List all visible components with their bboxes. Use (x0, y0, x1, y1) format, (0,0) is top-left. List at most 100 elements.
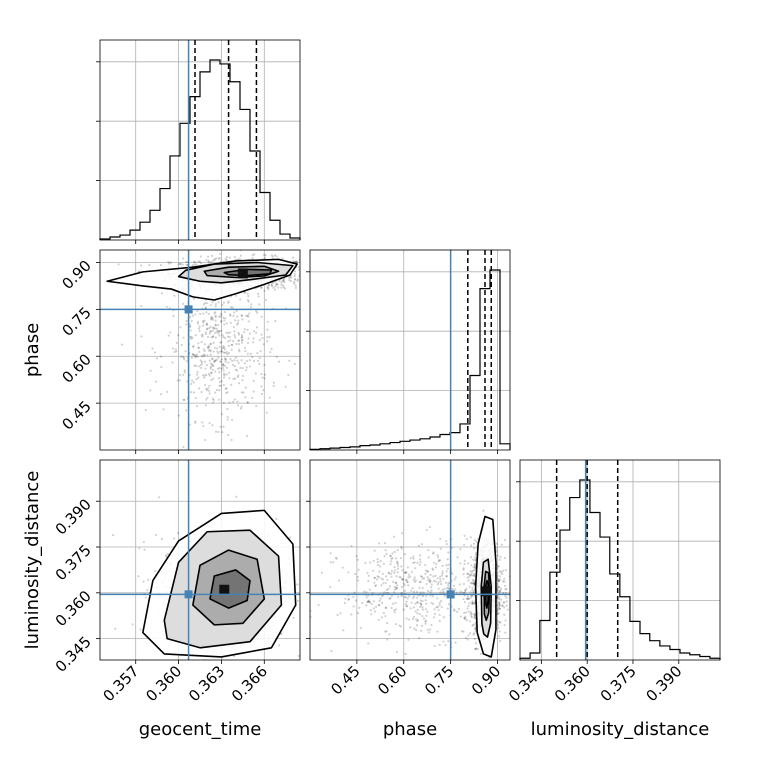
sample-point (301, 270, 303, 272)
sample-point (261, 337, 264, 340)
sample-point (226, 247, 228, 249)
sample-point (215, 388, 218, 392)
sample-point (235, 342, 238, 346)
sample-point (215, 327, 218, 330)
sample-point (469, 556, 473, 559)
sample-point (429, 573, 432, 577)
sample-point (244, 291, 247, 294)
sample-point (267, 286, 270, 289)
sample-point (392, 580, 395, 584)
sample-point (247, 294, 250, 298)
sample-point (209, 315, 213, 319)
sample-point (234, 294, 238, 297)
sample-point (238, 348, 241, 351)
sample-point (416, 608, 419, 611)
sample-point (467, 597, 470, 600)
sample-point (230, 343, 233, 347)
sample-point (434, 566, 438, 569)
sample-point (194, 420, 197, 423)
sample-point (436, 583, 439, 586)
sample-point (502, 601, 505, 604)
sample-point (227, 433, 230, 437)
sample-point (368, 600, 371, 604)
sample-point (400, 545, 403, 549)
sample-point (387, 571, 390, 574)
sample-point (203, 319, 206, 322)
sample-point (385, 552, 388, 555)
sample-point (256, 352, 259, 355)
sample-point (317, 603, 320, 607)
sample-point (144, 408, 147, 412)
sample-point (329, 552, 332, 555)
sample-point (389, 572, 393, 575)
sample-point (205, 311, 208, 314)
sample-point (232, 400, 235, 404)
sample-point (432, 575, 435, 578)
sample-point (275, 282, 278, 286)
sample-point (411, 587, 414, 590)
sample-point (503, 613, 506, 616)
sample-point (214, 430, 218, 433)
contour-level-3 (209, 569, 251, 609)
tick-label-luminosity_distance: 0.375 (52, 541, 95, 584)
sample-point (454, 588, 457, 591)
sample-point (447, 588, 451, 591)
sample-point (376, 578, 379, 581)
sample-point (261, 376, 264, 379)
sample-point (469, 536, 472, 539)
sample-point (220, 413, 223, 416)
sample-point (201, 421, 204, 424)
sample-point (428, 581, 432, 584)
sample-point (241, 374, 245, 377)
sample-point (295, 260, 298, 263)
sample-point (350, 613, 353, 616)
sample-point (394, 581, 397, 584)
sample-point (367, 600, 370, 603)
sample-point (244, 369, 248, 372)
sample-point (206, 335, 210, 339)
sample-point (469, 581, 473, 584)
sample-point (456, 556, 459, 559)
sample-point (206, 255, 210, 258)
sample-point (416, 619, 419, 623)
sample-point (140, 335, 143, 338)
sample-point (463, 617, 466, 620)
sample-point (393, 550, 396, 554)
sample-point (381, 572, 384, 575)
sample-point (439, 578, 442, 581)
sample-point (335, 557, 338, 560)
sample-point (274, 285, 277, 288)
sample-point (194, 355, 197, 359)
sample-point (192, 344, 195, 348)
sample-point (218, 371, 221, 374)
sample-point (238, 350, 241, 353)
sample-point (304, 273, 306, 275)
sample-point (209, 261, 212, 264)
sample-point (234, 368, 237, 371)
sample-point (382, 582, 385, 585)
sample-point (177, 334, 180, 337)
sample-point (379, 597, 382, 600)
sample-point (429, 591, 432, 594)
sample-point (432, 579, 436, 583)
sample-point (200, 360, 203, 363)
sample-point (438, 619, 441, 623)
sample-point (465, 597, 469, 600)
sample-point (465, 537, 468, 541)
sample-point (440, 599, 443, 603)
sample-point (236, 315, 239, 318)
sample-point (218, 398, 221, 401)
panel-phase-vs-phase (309, 250, 511, 450)
sample-point (462, 568, 465, 571)
sample-point (447, 584, 450, 587)
sample-point (120, 343, 124, 346)
sample-point (247, 337, 250, 340)
sample-point (474, 647, 478, 651)
sample-point (474, 539, 477, 542)
sample-point (174, 348, 177, 351)
sample-point (206, 457, 208, 459)
sample-point (358, 606, 361, 609)
sample-point (235, 495, 238, 498)
sample-point (505, 604, 508, 607)
sample-point (290, 276, 293, 279)
